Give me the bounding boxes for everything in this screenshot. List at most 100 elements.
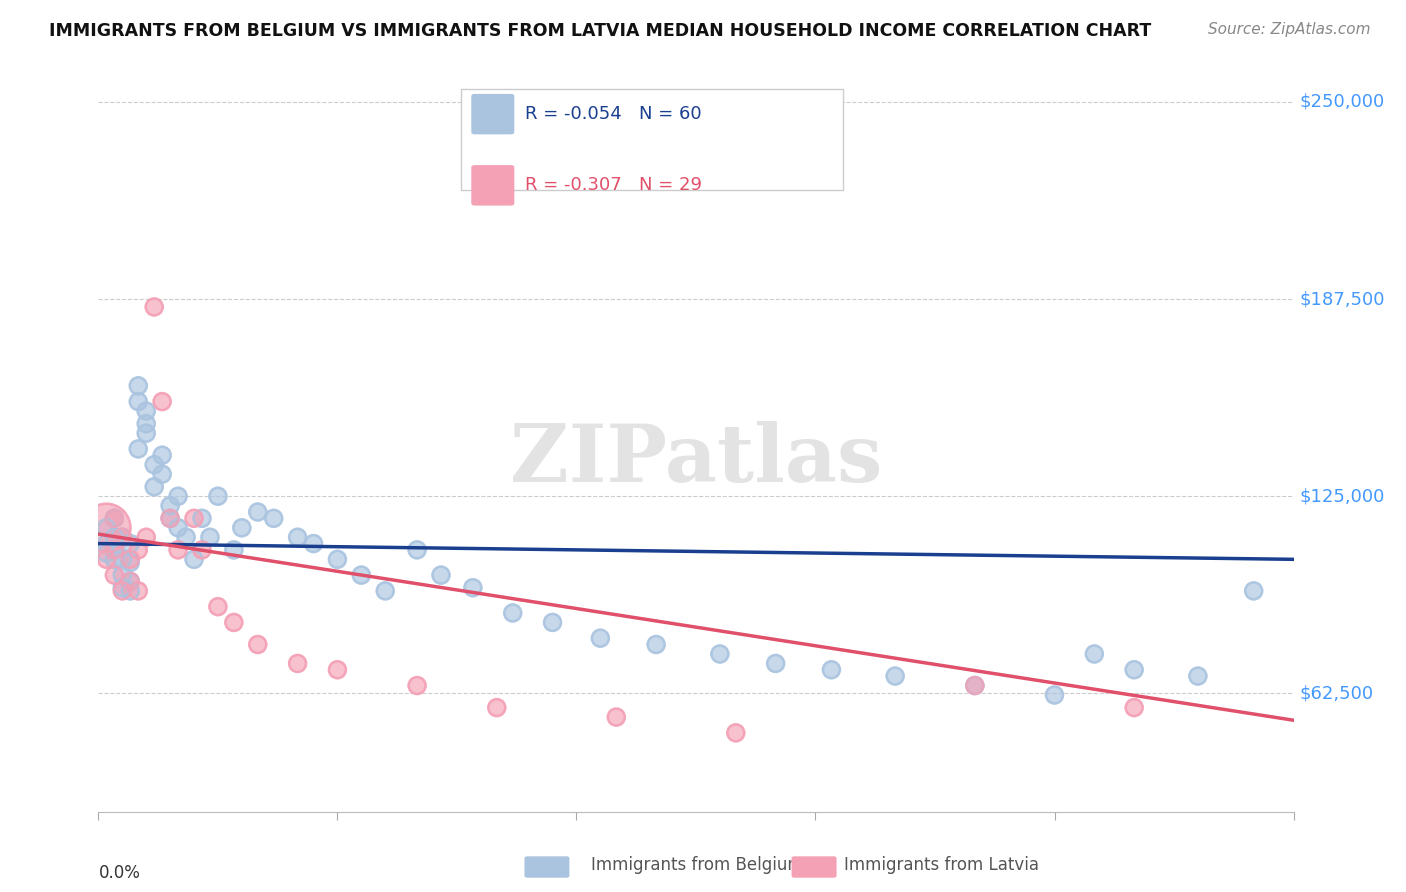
FancyBboxPatch shape [461,88,844,190]
Point [963,679,986,693]
Point [96,552,118,566]
Point [135,530,157,544]
Point [150,448,173,462]
Point [135,426,157,441]
Point [222,542,245,557]
Point [246,638,269,652]
Point [143,300,166,314]
Point [430,568,453,582]
Point [326,663,349,677]
Point [1243,583,1265,598]
Point [1043,688,1066,702]
Point [645,638,668,652]
Text: $125,000: $125,000 [1299,487,1385,505]
Point [111,552,134,566]
Point [120,552,142,566]
Point [103,542,125,557]
Point [127,442,149,456]
Point [120,536,142,550]
Point [1123,700,1146,714]
Point [207,489,229,503]
Point [461,581,484,595]
Point [191,542,214,557]
Point [111,530,134,544]
Point [231,521,253,535]
Point [167,521,190,535]
Point [159,499,181,513]
Point [120,574,142,589]
Point [709,647,731,661]
Point [198,530,221,544]
Point [174,530,197,544]
Point [103,542,125,557]
Point [127,379,149,393]
Point [127,542,149,557]
Point [222,615,245,630]
FancyBboxPatch shape [471,94,515,135]
Point [183,552,205,566]
Point [135,404,157,418]
Point [326,663,349,677]
Point [430,568,453,582]
Point [374,583,396,598]
Point [820,663,842,677]
Point [231,521,253,535]
Text: Source: ZipAtlas.com: Source: ZipAtlas.com [1208,22,1371,37]
Point [541,615,564,630]
Point [127,394,149,409]
Point [120,574,142,589]
Point [111,568,134,582]
Point [174,530,197,544]
Point [96,546,118,560]
Point [96,536,118,550]
Point [1187,669,1209,683]
Point [183,511,205,525]
Point [191,511,214,525]
Point [150,467,173,482]
Point [167,521,190,535]
Text: $187,500: $187,500 [1299,290,1385,308]
Point [103,552,125,566]
Point [709,647,731,661]
Point [884,669,907,683]
Point [287,530,309,544]
Point [326,552,349,566]
Point [167,542,190,557]
Point [1043,688,1066,702]
Point [127,379,149,393]
Point [1083,647,1105,661]
Point [461,581,484,595]
Point [222,615,245,630]
Point [820,663,842,677]
Point [143,458,166,472]
Point [326,552,349,566]
Point [1123,663,1146,677]
Point [350,568,373,582]
Point [374,583,396,598]
Point [111,581,134,595]
Point [724,726,747,740]
FancyBboxPatch shape [471,165,515,205]
Point [502,606,524,620]
Point [111,530,134,544]
Point [120,583,142,598]
Point [120,536,142,550]
Point [103,552,125,566]
Point [120,574,142,589]
Point [120,556,142,570]
Point [246,505,269,519]
Point [103,568,125,582]
Point [350,568,373,582]
Point [159,511,181,525]
Point [406,679,429,693]
Point [103,530,125,544]
Point [127,394,149,409]
Point [143,300,166,314]
Point [485,700,508,714]
Point [183,511,205,525]
Point [183,552,205,566]
Point [120,552,142,566]
Point [191,511,214,525]
Point [406,542,429,557]
Point [198,530,221,544]
